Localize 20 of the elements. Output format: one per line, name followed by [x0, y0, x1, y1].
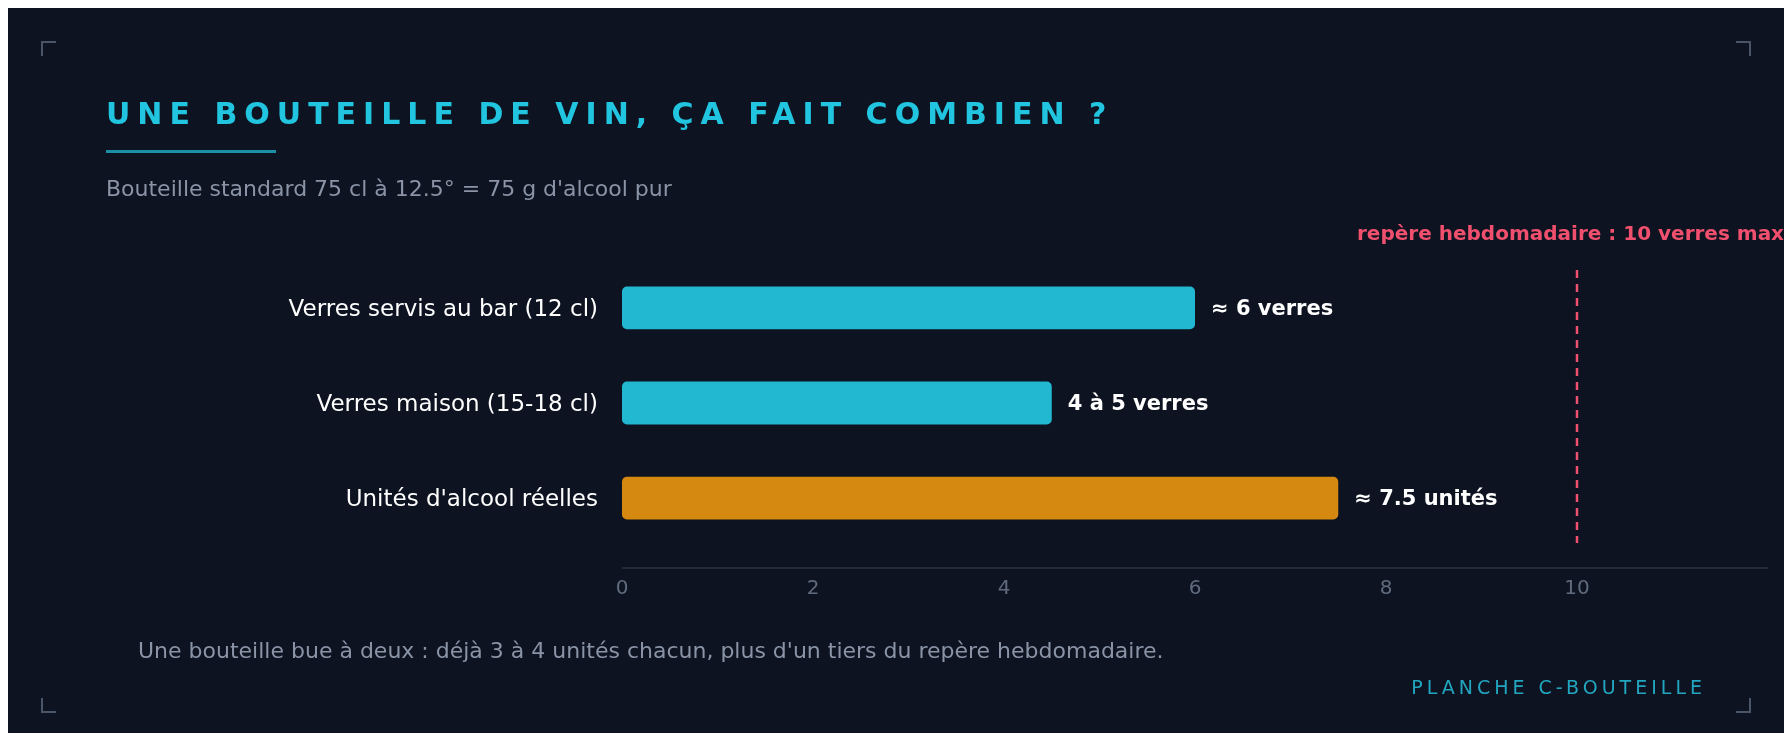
ref-line-label: repère hebdomadaire : 10 verres max: [1357, 221, 1785, 245]
x-tick-label: 10: [1564, 575, 1590, 599]
text: Une bouteille bue à deux : déjà 3 à 4 unités chacun, plus d'un tiers du repère hebdomadaire.: [138, 638, 1164, 663]
bar: [622, 286, 1195, 330]
bar: [622, 381, 1052, 425]
x-tick-label: 0: [615, 575, 629, 599]
data-label: ≈ 6 verres: [1211, 296, 1334, 321]
data-label: ≈ 7.5 unités: [1354, 486, 1498, 511]
y-tick-label: Verres servis au bar (12 cl): [288, 294, 598, 321]
y-tick-label: Verres maison (15-18 cl): [316, 390, 598, 417]
x-tick-label: 4: [997, 575, 1011, 599]
data-label: 4 à 5 verres: [1067, 391, 1209, 416]
text: PLANCHE C-BOUTEILLE: [1411, 676, 1706, 698]
x-tick-label: 8: [1379, 575, 1393, 599]
text: Bouteille standard 75 cl à 12.5° = 75 g d'alcool pur: [106, 176, 673, 201]
x-tick-label: 2: [806, 575, 820, 599]
x-tick-label: 6: [1188, 575, 1202, 599]
y-tick-label: Unités d'alcool réelles: [345, 485, 598, 512]
chart-title: UNE BOUTEILLE DE VIN, ÇA FAIT COMBIEN ?: [106, 96, 1114, 131]
bar: [622, 476, 1339, 520]
